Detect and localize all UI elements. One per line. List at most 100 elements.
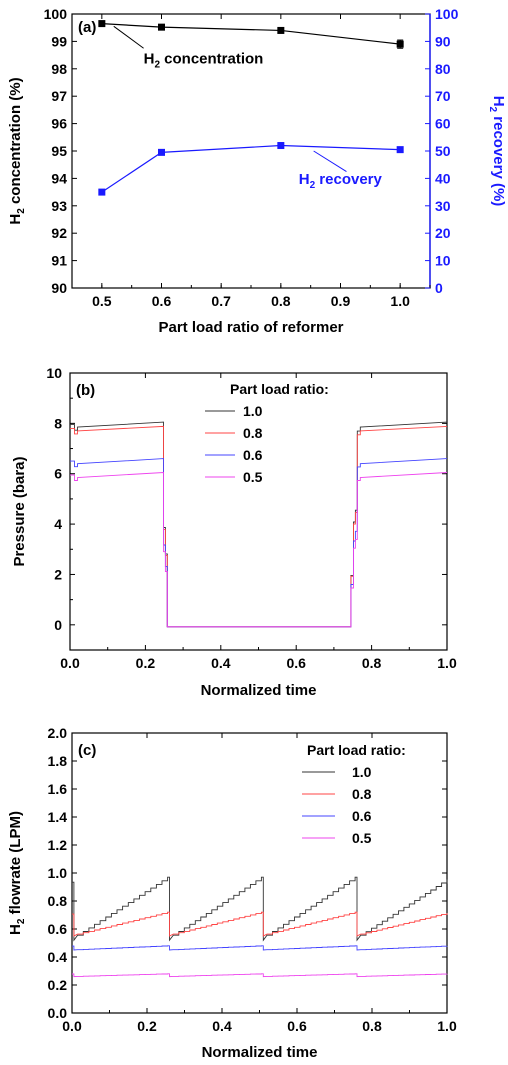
panel-label: (b): [76, 382, 95, 399]
y-tick-label: 95: [51, 143, 67, 159]
x-tick-label: 0.0: [60, 655, 80, 671]
y-tick-label: 100: [44, 6, 68, 22]
annotation-leader: [113, 25, 144, 49]
y2-tick-label: 100: [435, 6, 459, 22]
y-tick-label: 0.2: [48, 977, 68, 993]
x-tick-label: 0.2: [137, 1018, 157, 1034]
x-tick-label: 0.8: [362, 655, 382, 671]
legend-title: Part load ratio:: [307, 742, 406, 758]
legend-label: 0.5: [243, 469, 263, 485]
y-axis-label: Pressure (bara): [11, 456, 28, 566]
x-tick-label: 1.0: [437, 1018, 457, 1034]
x-tick-label: 0.6: [286, 655, 306, 671]
legend-label: 0.5: [352, 830, 372, 846]
series-line: [72, 911, 448, 937]
panel-a: 0.5 0.6 0.7 0.8 0.9 1.0 90 91 92 93 94 95 96 97 98 99 10…: [7, 6, 507, 336]
panel-c: 0.0 0.2 0.4 0.6 0.8 1.0 0.0 0.2 0.4 0.6 0.8 1.0 1.2 1…: [7, 725, 457, 1061]
y-tick-label: 2: [54, 566, 62, 582]
legend-label: 0.6: [352, 808, 372, 824]
y-tick-label: 90: [51, 280, 67, 296]
series-line: [101, 22, 401, 45]
x-axis-label: Part load ratio of reformer: [158, 319, 343, 336]
y2-tick-label: 50: [435, 143, 451, 159]
series-line: [72, 876, 448, 942]
series-line: [101, 144, 401, 193]
y2-tick-label: 90: [435, 33, 451, 49]
series-line: [72, 945, 448, 951]
x-tick-label: 0.8: [271, 293, 291, 309]
y-tick-label: 2.0: [48, 725, 68, 741]
y-tick-label: 0.8: [48, 893, 68, 909]
series-annotation: H2 concentration: [144, 50, 264, 70]
y-tick-label: 0.4: [48, 949, 68, 965]
legend-label: 1.0: [243, 403, 263, 419]
x-tick-label: 1.0: [437, 655, 457, 671]
data-point: [277, 142, 285, 150]
y2-tick-label: 40: [435, 170, 451, 186]
x-tick-label: 0.0: [62, 1018, 82, 1034]
x-tick-label: 0.9: [331, 293, 351, 309]
panel-label: (a): [78, 19, 96, 36]
x-axis-label: Normalized time: [201, 682, 317, 699]
x-tick-label: 0.6: [152, 293, 172, 309]
y-tick-label: 97: [51, 88, 67, 104]
data-point: [277, 26, 285, 34]
series-annotation: H2 recovery: [299, 171, 383, 191]
data-point: [98, 188, 106, 196]
y-tick-label: 1.8: [48, 753, 68, 769]
y-tick-label: 0.6: [48, 921, 68, 937]
x-axis-label: Normalized time: [202, 1044, 318, 1061]
y2-tick-label: 10: [435, 253, 451, 269]
y2-tick-label: 60: [435, 116, 451, 132]
legend-label: 1.0: [352, 764, 372, 780]
legend-label: 0.6: [243, 447, 263, 463]
x-tick-label: 1.0: [390, 293, 410, 309]
x-tick-label: 0.5: [92, 293, 112, 309]
x-tick-label: 0.4: [212, 1018, 232, 1034]
data-point: [396, 40, 404, 48]
y-tick-label: 96: [51, 116, 67, 132]
legend-label: 0.8: [352, 786, 372, 802]
annotation-leader: [313, 150, 347, 172]
y2-tick-label: 0: [435, 280, 443, 296]
y-tick-label: 0: [54, 617, 62, 633]
x-tick-label: 0.7: [211, 293, 231, 309]
series-line: [72, 973, 448, 978]
y-tick-label: 92: [51, 225, 67, 241]
y-tick-label: 93: [51, 198, 67, 214]
y2-tick-label: 20: [435, 225, 451, 241]
y-tick-label: 98: [51, 61, 67, 77]
y-tick-label: 1.0: [48, 865, 68, 881]
data-point: [158, 23, 165, 31]
x-tick-label: 0.4: [211, 655, 231, 671]
x-tick-label: 0.8: [362, 1018, 382, 1034]
y-tick-label: 8: [54, 415, 62, 431]
y-axis-label: H2 flowrate (LPM): [7, 811, 27, 935]
y-tick-label: 0.0: [48, 1005, 68, 1021]
y-tick-label: 1.6: [48, 781, 68, 797]
legend-label: 0.8: [243, 425, 263, 441]
y2-tick-label: 80: [435, 61, 451, 77]
y-tick-label: 94: [51, 170, 67, 186]
data-point: [158, 148, 165, 156]
y2-tick-label: 30: [435, 198, 451, 214]
series-line: [70, 472, 448, 628]
x-tick-label: 0.6: [287, 1018, 307, 1034]
y-tick-label: 10: [46, 365, 62, 381]
data-point: [396, 146, 404, 154]
legend-title: Part load ratio:: [230, 381, 329, 397]
y-tick-label: 1.4: [48, 809, 68, 825]
panel-b: 0.0 0.2 0.4 0.6 0.8 1.0 0 2 4 6 8 10 Normalized time…: [11, 365, 457, 699]
y-tick-label: 1.2: [48, 837, 68, 853]
y-tick-label: 6: [54, 466, 62, 482]
y2-tick-label: 70: [435, 88, 451, 104]
panel-label: (c): [78, 742, 96, 759]
y-tick-label: 4: [54, 516, 62, 532]
plot-frame: [71, 732, 448, 1014]
y-tick-label: 91: [51, 253, 67, 269]
y-axis-label: H2 concentration (%): [7, 77, 27, 224]
y-tick-label: 99: [51, 33, 67, 49]
y2-axis-label: H2 recovery (%): [487, 96, 507, 207]
data-point: [98, 20, 106, 28]
